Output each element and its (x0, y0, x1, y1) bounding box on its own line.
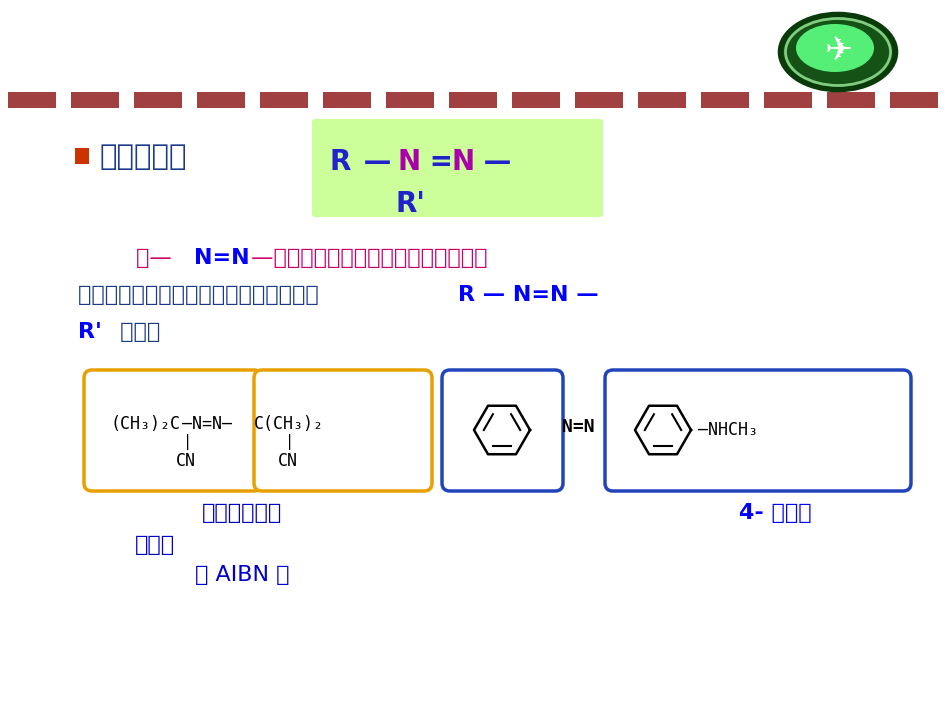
Text: 当—: 当— (136, 248, 179, 268)
FancyBboxPatch shape (764, 92, 812, 108)
Text: —N=N—: —N=N— (182, 415, 232, 433)
Text: R: R (330, 148, 352, 176)
Ellipse shape (781, 14, 896, 90)
Text: (CH₃)₂C: (CH₃)₂C (110, 415, 180, 433)
Text: —: — (474, 148, 511, 176)
FancyBboxPatch shape (75, 148, 89, 164)
Text: CN: CN (278, 452, 298, 470)
FancyBboxPatch shape (312, 119, 603, 217)
FancyBboxPatch shape (605, 370, 911, 491)
FancyBboxPatch shape (260, 92, 308, 108)
FancyBboxPatch shape (575, 92, 623, 108)
Text: —NHCH₃: —NHCH₃ (698, 421, 758, 439)
FancyBboxPatch shape (197, 92, 245, 108)
Text: ✈: ✈ (824, 34, 852, 66)
FancyBboxPatch shape (701, 92, 749, 108)
Text: R': R' (395, 190, 425, 218)
Text: 4- 甲氨基: 4- 甲氨基 (739, 503, 811, 523)
Text: N: N (452, 148, 475, 176)
Text: —原子团的两端都与烃基直接相连时，: —原子团的两端都与烃基直接相连时， (244, 248, 487, 268)
Text: N: N (398, 148, 421, 176)
Text: =: = (420, 148, 463, 176)
FancyBboxPatch shape (254, 370, 432, 491)
FancyBboxPatch shape (323, 92, 371, 108)
Text: CN: CN (176, 452, 196, 470)
FancyBboxPatch shape (638, 92, 686, 108)
Text: 偶氮苯: 偶氮苯 (135, 535, 175, 555)
Text: N=N: N=N (194, 248, 250, 268)
FancyBboxPatch shape (8, 92, 56, 108)
FancyBboxPatch shape (442, 370, 563, 491)
Text: C(CH₃)₂: C(CH₃)₂ (254, 415, 324, 433)
Text: 偶氮化合物: 偶氮化合物 (100, 143, 187, 171)
Text: —: — (354, 148, 401, 176)
Text: |: | (183, 434, 192, 450)
Text: R — N=N —: R — N=N — (458, 285, 598, 305)
FancyBboxPatch shape (512, 92, 560, 108)
Text: 这类化合物称为偶氮化合物，其通式为：: 这类化合物称为偶氮化合物，其通式为： (78, 285, 333, 305)
FancyBboxPatch shape (386, 92, 434, 108)
Text: 。如：: 。如： (113, 322, 161, 342)
FancyBboxPatch shape (84, 370, 262, 491)
Text: R': R' (78, 322, 102, 342)
Ellipse shape (796, 24, 874, 72)
FancyBboxPatch shape (71, 92, 119, 108)
Text: N=N: N=N (562, 418, 595, 436)
Text: |: | (285, 434, 294, 450)
FancyBboxPatch shape (890, 92, 938, 108)
FancyBboxPatch shape (449, 92, 497, 108)
Text: 偶氮二异丁腈: 偶氮二异丁腈 (201, 503, 282, 523)
FancyBboxPatch shape (134, 92, 182, 108)
Text: （ AIBN ）: （ AIBN ） (195, 565, 289, 585)
FancyBboxPatch shape (827, 92, 875, 108)
